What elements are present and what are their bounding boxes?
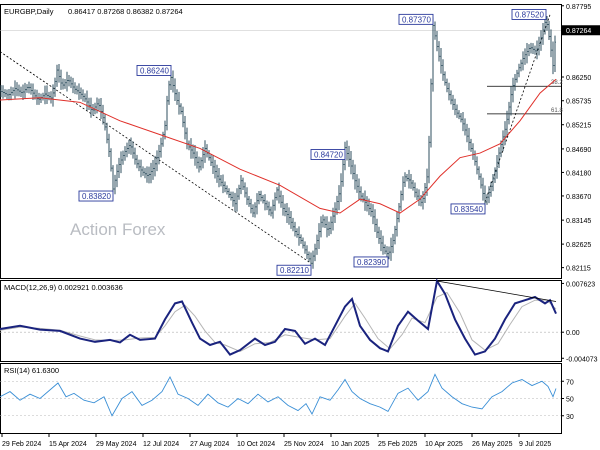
x-axis-label: 10 Oct 2024 [237,441,275,448]
x-axis-label: 25 Nov 2024 [284,441,324,448]
x-axis-label: 10 Jan 2025 [331,441,370,448]
price-panel: 0.87795 0.87264 0.86250 0.85735 0.85215 0.846… [0,4,600,276]
macd-y-tick-label: -0.004073 [566,356,598,363]
swing-label: 0.82390 [357,258,386,267]
price-panel-frame [0,4,562,279]
last-price-box [562,25,600,36]
price-y-tick-label: 0.83145 [566,218,591,225]
x-axis-label: 25 Feb 2025 [378,441,417,448]
swing-label-box [310,149,346,160]
rsi-y-tick-label: 30 [566,414,574,421]
swing-label-box [136,65,172,76]
swing-label-box [78,190,114,202]
swing-label-box [398,13,434,25]
rsi-title: RSI(14) 61.6300 [4,366,59,375]
swing-label-box [450,203,486,215]
swing-label-box [353,256,389,268]
macd-line [0,278,557,356]
swing-label: 0.82210 [280,266,309,275]
swing-label: 0.86240 [140,66,169,75]
price-y-tick-label: 0.83670 [566,194,591,201]
x-axis-label: 9 Jul 2025 [519,441,551,448]
swing-label: 0.83820 [82,192,111,201]
swing-label: 0.84720 [314,151,343,160]
x-axis-label: 29 May 2024 [96,441,137,448]
watermark: Action Forex [70,220,166,239]
x-axis-label: 10 Apr 2025 [425,441,463,448]
macd-y-tick-label: 0.00 [566,330,580,337]
moving-average-line [0,78,557,214]
price-y-tick-label: 0.86250 [566,75,591,82]
x-axis-label: 29 Feb 2024 [2,441,41,448]
x-axis-label: 15 Apr 2024 [49,441,87,448]
price-title: EURGBP,Daily [4,7,54,16]
x-axis-label: 12 Jul 2024 [143,441,179,448]
macd-y-tick-label: 0.007623 [566,281,595,288]
swing-label: 0.87370 [402,15,431,24]
x-axis: 29 Feb 2024 15 Apr 2024 29 May 2024 12 Jul … [1,433,551,448]
price-y-tick-label: 0.84180 [566,170,591,177]
price-y-tick-label: 0.82625 [566,242,591,249]
swing-label: 0.87520 [515,10,544,19]
price-ohlc-readout: 0.86417 0.87268 0.86382 0.87264 [68,7,183,16]
price-y-tick-label: 0.87795 [566,4,591,11]
swing-label-box [276,264,312,276]
price-y-tick-label: 0.82115 [566,266,591,273]
price-y-tick-label: 0.85735 [566,99,591,106]
fib-level-label: 61.8 [551,108,563,114]
macd-panel-frame [0,280,562,362]
rsi-line [0,373,557,417]
swing-label: 0.83540 [454,205,483,214]
rsi-panel: 70 50 30 [0,373,574,421]
price-y-tick-label: 0.84690 [566,147,591,154]
swing-label-box [511,8,547,20]
fib-level-label: 38.2 [551,80,563,86]
x-axis-label: 26 May 2025 [472,441,513,448]
price-y-tick-label: 0.87264 [566,28,591,35]
x-axis-label: 27 Aug 2024 [190,441,229,448]
macd-trendline [436,280,557,302]
macd-title: MACD(12,26,9) 0.002921 0.003636 [4,283,123,292]
macd-panel: 0.007623 0.00 -0.004073 [0,278,598,363]
rsi-y-tick-label: 70 [566,379,574,386]
price-y-tick-label: 0.85215 [566,123,591,130]
rsi-y-tick-label: 50 [566,397,574,404]
